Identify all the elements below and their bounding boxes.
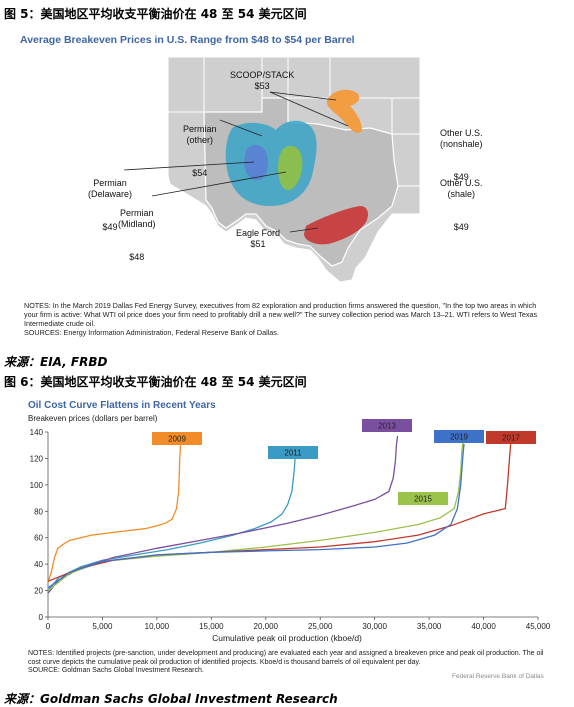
label-permian-delaware-name: Permian (Delaware)	[88, 178, 133, 199]
label-scoop-stack-price: $53	[254, 81, 270, 91]
x-tick-label: 30,000	[362, 622, 387, 631]
series-tag-2019	[434, 430, 484, 443]
y-tick-label: 0	[39, 613, 44, 622]
map-notes: NOTES: In the March 2019 Dallas Fed Ener…	[24, 301, 552, 337]
label-other-nonshale-name: Other U.S. (nonshale)	[440, 128, 483, 149]
label-permian-other: Permian (other) $54	[183, 102, 217, 190]
label-permian-other-price: $54	[192, 168, 208, 178]
x-tick-label: 40,000	[471, 622, 496, 631]
series-tag-label-2019: 2019	[450, 433, 468, 442]
series-tag-2017	[486, 431, 536, 444]
region-permian-midland-shape	[278, 145, 303, 191]
figure5-source-line: 来源：EIA, FRBD	[4, 355, 108, 369]
series-tag-2015	[398, 492, 448, 505]
region-permian-delaware-shape	[244, 144, 268, 181]
chart-notes: NOTES: Identified projects (pre-sanction…	[28, 650, 550, 676]
series-line-2009	[47, 438, 182, 583]
y-tick-label: 40	[34, 560, 43, 569]
chart-source-text: SOURCE: Goldman Sachs Global Investment …	[28, 667, 204, 674]
chart-series-tags: 2009 2011 2013 2015 2017 2019	[152, 419, 536, 505]
figure5-caption: 图 5：美国地区平均收支平衡油价在 48 至 54 美元区间	[4, 7, 307, 21]
x-tick-label: 45,000	[526, 622, 551, 631]
chart-axes: 0 20 40 60 80 100 120 140 0 5,000 10,000 15,000 20,0…	[30, 428, 551, 631]
series-tag-label-2015: 2015	[414, 495, 432, 504]
figure6-caption: 图 6：美国地区平均收支平衡油价在 48 至 54 美元区间	[4, 375, 307, 389]
x-tick-label: 20,000	[254, 622, 279, 631]
series-tag-label-2011: 2011	[284, 449, 302, 458]
label-permian-midland-name: Permian (Midland)	[118, 208, 156, 229]
chart-notes-text: NOTES: Identified projects (pre-sanction…	[28, 650, 544, 666]
label-scoop-stack-name: SCOOP/STACK	[230, 70, 295, 80]
series-line-2011	[47, 457, 296, 592]
label-permian-delaware: Permian (Delaware) $49	[88, 156, 132, 244]
chart-title: Oil Cost Curve Flattens in Recent Years	[28, 400, 216, 411]
map-leader-lines	[123, 91, 349, 233]
label-other-shale: Other U.S. (shale) $49	[440, 156, 483, 244]
series-tag-2013	[362, 419, 412, 432]
label-other-shale-price: $49	[453, 222, 469, 232]
series-tag-label-2017: 2017	[502, 434, 520, 443]
region-scoop-shape	[326, 89, 362, 133]
label-other-nonshale: Other U.S. (nonshale) $49	[440, 106, 483, 194]
label-permian-delaware-price: $49	[102, 222, 118, 232]
series-line-2013	[47, 435, 399, 594]
x-tick-label: 15,000	[199, 622, 224, 631]
label-eagle-ford-price: $51	[250, 239, 266, 249]
figure6-source-line: 来源：Goldman Sachs Global Investment Resea…	[4, 692, 338, 706]
chart-credit: Federal Reserve Bank of Dallas	[452, 673, 544, 680]
y-tick-label: 140	[30, 428, 44, 437]
label-other-nonshale-price: $49	[453, 172, 469, 182]
x-tick-label: 10,000	[145, 622, 170, 631]
x-tick-label: 5,000	[92, 622, 113, 631]
y-tick-label: 100	[30, 481, 44, 490]
label-permian-midland-price: $48	[129, 252, 145, 262]
x-tick-label: 25,000	[308, 622, 333, 631]
map-notes-text: NOTES: In the March 2019 Dallas Fed Ener…	[24, 301, 538, 328]
x-tick-label: 35,000	[417, 622, 442, 631]
label-permian-other-name: Permian (other)	[183, 124, 217, 145]
map-title: Average Breakeven Prices in U.S. Range f…	[20, 34, 355, 46]
y-tick-label: 120	[30, 454, 44, 463]
y-tick-label: 60	[34, 534, 43, 543]
label-permian-midland: Permian (Midland) $48	[118, 186, 156, 274]
x-tick-label: 0	[46, 622, 51, 631]
series-tag-2011	[268, 446, 318, 459]
y-tick-label: 80	[34, 507, 43, 516]
chart-series-lines	[47, 435, 512, 594]
label-eagle-ford-name: Eagle Ford	[236, 228, 281, 238]
label-eagle-ford: Eagle Ford $51	[236, 228, 280, 250]
map-sources-text: SOURCES: Energy Information Administrati…	[24, 328, 279, 337]
chart-y-axis-label: Breakeven prices (dollars per barrel)	[28, 414, 158, 423]
label-other-shale-name: Other U.S. (shale)	[440, 178, 483, 199]
y-tick-label: 20	[34, 587, 43, 596]
series-line-2019	[47, 443, 465, 589]
series-tag-label-2009: 2009	[168, 435, 186, 444]
label-scoop-stack: SCOOP/STACK $53	[230, 70, 294, 92]
series-tag-label-2013: 2013	[378, 422, 396, 431]
series-line-2015	[47, 442, 464, 592]
series-tag-2009	[152, 432, 202, 445]
region-eagle-ford-shape	[304, 206, 368, 245]
chart-x-axis-label: Cumulative peak oil production (kboe/d)	[212, 633, 362, 643]
